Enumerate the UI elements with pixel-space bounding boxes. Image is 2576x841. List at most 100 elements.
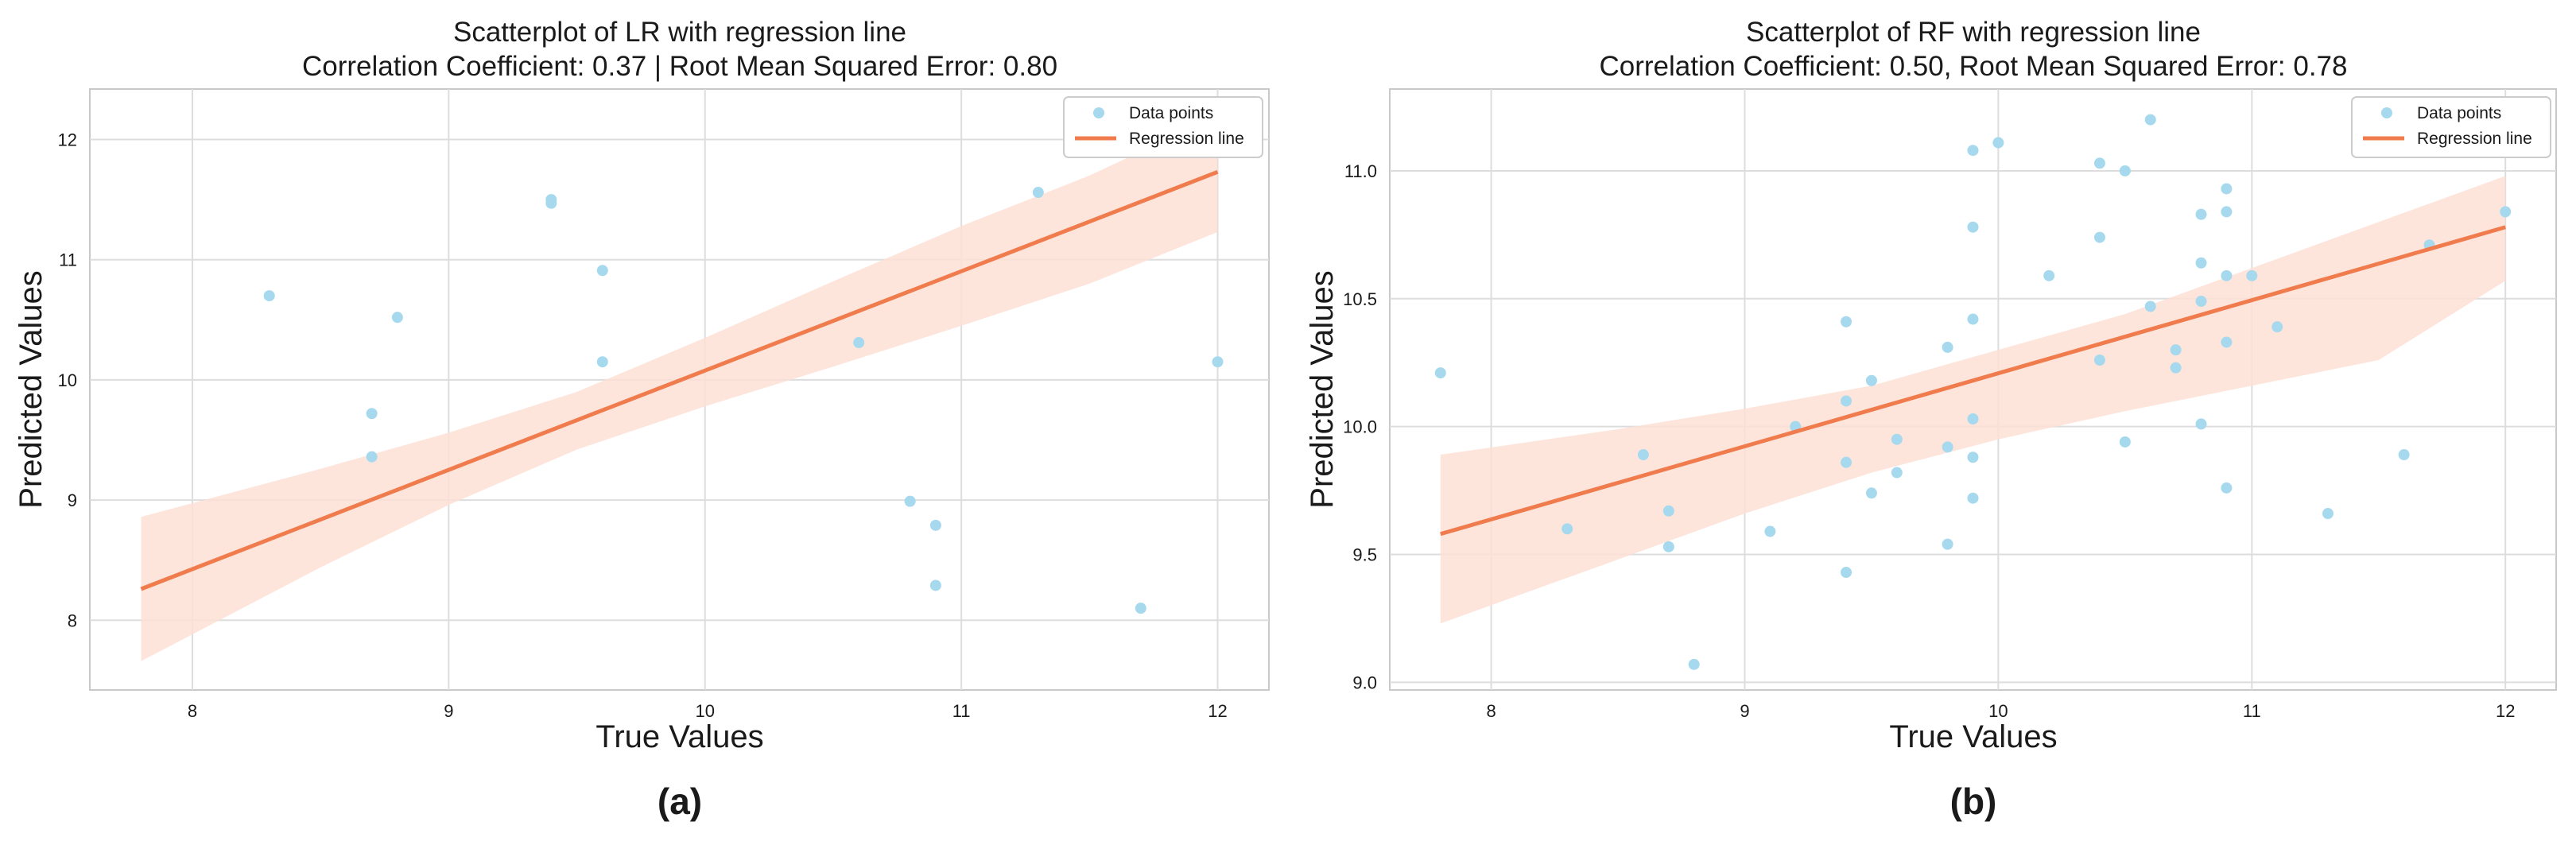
data-point	[1841, 456, 1852, 468]
chart-title: Scatterplot of RF with regression line	[1746, 17, 2201, 48]
data-point	[263, 290, 275, 302]
data-point	[2246, 269, 2258, 281]
data-point	[366, 451, 378, 463]
data-point	[1891, 467, 1903, 479]
data-point	[2322, 508, 2334, 520]
data-point	[1942, 538, 1953, 550]
y-tick-label: 12	[58, 130, 77, 150]
x-tick-label: 9	[1740, 701, 1749, 721]
y-tick-labels: 8 9 10 11 12	[58, 130, 77, 631]
data-point	[1764, 525, 1776, 537]
chart-subtitle: Correlation Coefficient: 0.37 | Root Mea…	[302, 51, 1057, 82]
data-point	[1637, 449, 1649, 461]
data-point	[2195, 418, 2207, 430]
y-tick-label: 8	[68, 610, 77, 630]
x-tick-label: 10	[1988, 701, 2008, 721]
data-point	[1992, 137, 2004, 149]
y-tick-label: 11.0	[1344, 161, 1377, 181]
data-point	[2221, 183, 2233, 195]
data-point	[1967, 221, 1979, 233]
data-point	[1967, 313, 1979, 325]
data-point	[596, 356, 608, 368]
confidence-band	[1440, 176, 2506, 624]
data-point	[1434, 367, 1446, 379]
legend-box	[2351, 96, 2551, 158]
legend-point-marker	[1093, 107, 1104, 118]
data-point	[2170, 344, 2182, 356]
panel-label: (b)	[1950, 781, 1997, 822]
panel-label: (a)	[658, 781, 702, 822]
data-point	[2195, 257, 2207, 269]
data-point	[1841, 395, 1852, 407]
data-point	[2195, 296, 2207, 308]
data-point	[2093, 157, 2105, 169]
y-tick-label: 9	[68, 490, 77, 510]
data-point	[2170, 362, 2182, 374]
data-point	[1865, 487, 1877, 499]
legend-line-label: Regression line	[1129, 130, 1244, 148]
data-point	[596, 265, 608, 277]
y-tick-label: 11	[59, 250, 77, 270]
x-tick-label: 9	[444, 701, 453, 721]
data-point	[1212, 356, 1224, 368]
y-tick-label: 10.0	[1343, 417, 1377, 437]
data-point	[2144, 300, 2156, 312]
data-point	[1841, 316, 1852, 327]
x-tick-label: 8	[188, 701, 197, 721]
data-point	[1967, 492, 1979, 504]
x-tick-label: 10	[695, 701, 714, 721]
x-tick-label: 8	[1486, 701, 1496, 721]
regression-line	[140, 169, 1219, 591]
data-point	[2093, 355, 2105, 366]
data-point	[1662, 541, 1674, 552]
data-point	[1135, 603, 1146, 614]
legend-points-label: Data points	[1129, 104, 1213, 122]
x-tick-labels: 8 9 10 11 12	[1486, 701, 2515, 721]
data-point	[1662, 505, 1674, 517]
y-tick-label: 10	[58, 370, 77, 390]
y-axis-label: Predicted Values	[1305, 270, 1340, 508]
data-point	[1967, 413, 1979, 424]
data-point	[929, 519, 941, 531]
data-point	[2043, 269, 2055, 281]
data-point	[2119, 436, 2131, 448]
data-point	[904, 495, 916, 507]
legend-points-label: Data points	[2417, 104, 2501, 122]
data-point	[2093, 231, 2105, 243]
chart-title: Scatterplot of LR with regression line	[453, 17, 906, 48]
x-tick-label: 11	[952, 701, 971, 721]
x-axis-label: True Values	[596, 719, 763, 754]
data-point	[1942, 441, 1953, 453]
data-point	[2398, 449, 2410, 461]
data-point	[1967, 145, 1979, 157]
regression-line	[1440, 225, 2506, 537]
chart-subtitle: Correlation Coefficient: 0.50, Root Mean…	[1600, 51, 2348, 82]
data-point	[2221, 482, 2233, 494]
data-point	[1967, 452, 1979, 463]
data-point	[2221, 336, 2233, 348]
legend: Data points Regression line	[1063, 96, 1263, 158]
data-point	[545, 197, 557, 209]
data-point	[2221, 269, 2233, 281]
confidence-band	[141, 115, 1218, 661]
legend-line-label: Regression line	[2417, 130, 2532, 148]
panel-a: Scatterplot of LR with regression line C…	[14, 17, 1270, 822]
data-point	[391, 312, 403, 324]
x-axis-label: True Values	[1889, 719, 2057, 754]
data-point	[1841, 567, 1852, 579]
x-tick-label: 12	[2496, 701, 2515, 721]
panel-b: Scatterplot of RF with regression line C…	[1305, 17, 2557, 822]
data-point	[1865, 374, 1877, 386]
y-tick-label: 9.0	[1352, 672, 1377, 692]
legend-point-marker	[2381, 107, 2392, 118]
x-tick-label: 12	[1208, 701, 1227, 721]
y-tick-label: 9.5	[1352, 545, 1377, 564]
data-point	[2144, 114, 2156, 126]
data-points	[263, 187, 1224, 614]
x-tick-label: 11	[2243, 701, 2261, 721]
data-point	[1688, 658, 1700, 670]
data-point	[2221, 206, 2233, 218]
data-point	[2195, 208, 2207, 220]
y-tick-label: 10.5	[1343, 289, 1377, 309]
